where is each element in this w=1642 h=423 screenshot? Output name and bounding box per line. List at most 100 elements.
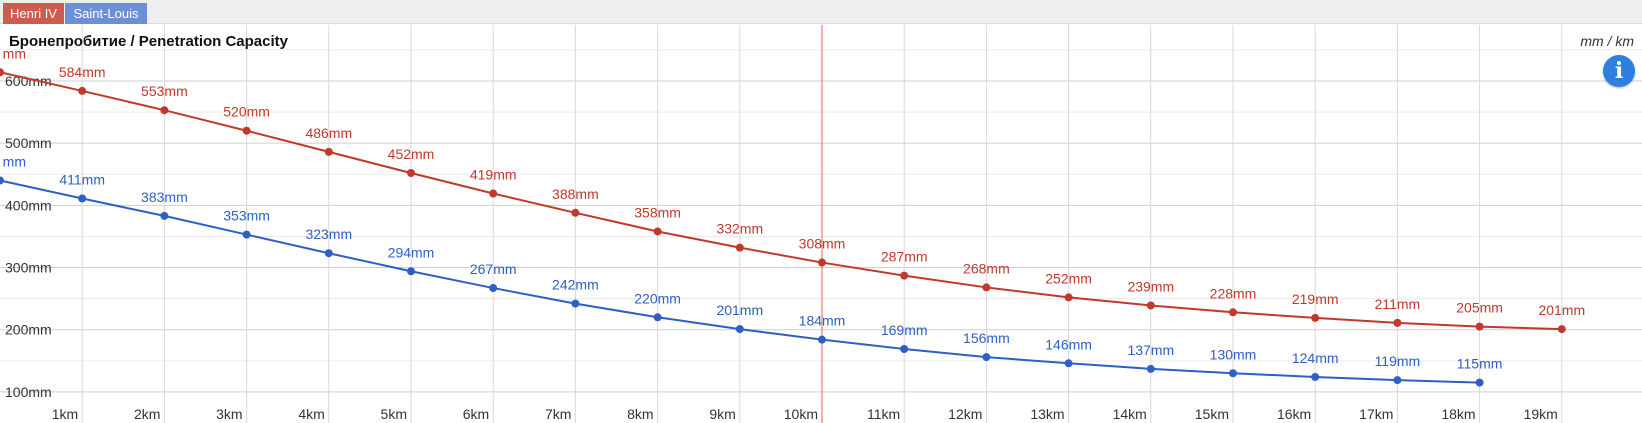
x-tick-label: 19km: [1524, 406, 1558, 422]
data-label: 219mm: [1292, 291, 1339, 307]
data-point: [1557, 325, 1566, 334]
data-point: [242, 126, 251, 135]
data-point: [1229, 369, 1237, 378]
data-label: 358mm: [634, 204, 681, 220]
data-label: 124mm: [1292, 350, 1339, 366]
x-tick-label: 15km: [1195, 406, 1229, 422]
data-point: [489, 189, 498, 198]
data-point: [1475, 378, 1484, 387]
x-tick-label: 8km: [627, 406, 653, 422]
data-point: [900, 271, 909, 280]
data-point: [324, 249, 333, 258]
x-tick-label: 17km: [1359, 406, 1393, 422]
tab-henri-iv[interactable]: Henri IV: [3, 3, 64, 24]
data-label: 383mm: [141, 189, 188, 205]
data-point: [1311, 372, 1320, 381]
x-tick-label: 1km: [52, 406, 78, 422]
data-label: 130mm: [1210, 346, 1257, 362]
x-tick-label: 7km: [545, 406, 571, 422]
data-point: [1064, 293, 1073, 302]
data-point: [1393, 318, 1402, 327]
x-tick-label: 10km: [784, 406, 818, 422]
data-point: [653, 313, 662, 322]
x-tick-label: 6km: [463, 406, 489, 422]
data-label: 169mm: [881, 322, 928, 338]
data-label: 252mm: [1045, 270, 1092, 286]
data-point: [1064, 359, 1073, 368]
data-label: 115mm: [1457, 356, 1503, 372]
data-label: 146mm: [1045, 336, 1092, 352]
data-point: [653, 227, 662, 236]
data-point: [489, 284, 498, 293]
data-point: [571, 208, 580, 217]
info-icon[interactable]: i: [1603, 55, 1635, 87]
y-tick-label: 300mm: [5, 260, 52, 276]
data-label: 419mm: [470, 167, 517, 183]
data-point: [160, 106, 169, 115]
data-label: 353mm: [223, 208, 270, 224]
data-label: 411mm: [59, 172, 105, 188]
tab-saint-louis[interactable]: Saint-Louis: [65, 3, 147, 24]
data-point: [78, 194, 87, 203]
data-label: 201mm: [1538, 302, 1585, 318]
data-label: 220mm: [634, 290, 681, 306]
data-label: 137mm: [1127, 342, 1174, 358]
data-point: [982, 353, 991, 362]
data-label: 332mm: [716, 221, 763, 237]
x-tick-label: 9km: [709, 406, 735, 422]
x-tick-label: 5km: [381, 406, 407, 422]
data-point: [1311, 313, 1320, 322]
x-tick-label: 11km: [867, 406, 900, 422]
data-label: 323mm: [305, 226, 352, 242]
data-label: 201mm: [716, 302, 763, 318]
data-label: 584mm: [59, 64, 106, 80]
chart-title: Бронепробитие / Penetration Capacity: [9, 33, 289, 50]
x-tick-label: 2km: [134, 406, 160, 422]
data-point: [160, 211, 169, 220]
data-label: 308mm: [799, 236, 846, 252]
data-label: 205mm: [1456, 300, 1503, 316]
data-point: [735, 325, 744, 334]
data-point: [1393, 376, 1402, 385]
unit-label: mm / km: [1580, 33, 1634, 49]
data-point: [407, 267, 415, 276]
data-point: [0, 68, 4, 77]
data-point: [818, 258, 826, 267]
data-point: [407, 169, 415, 178]
x-tick-label: 12km: [948, 406, 982, 422]
data-label: 267mm: [470, 261, 517, 277]
data-point: [735, 243, 744, 252]
y-tick-label: 100mm: [5, 384, 52, 400]
data-point: [571, 299, 580, 308]
data-label: 520mm: [223, 104, 270, 120]
data-label: 242mm: [552, 277, 599, 293]
data-label: mm: [3, 153, 26, 169]
data-point: [242, 230, 251, 239]
data-point: [982, 283, 991, 292]
data-point: [818, 335, 826, 344]
data-label: 156mm: [963, 330, 1010, 346]
data-label: 239mm: [1127, 278, 1174, 294]
x-tick-label: 16km: [1277, 406, 1311, 422]
x-tick-label: 18km: [1441, 406, 1475, 422]
data-point: [900, 344, 909, 353]
x-tick-label: 3km: [216, 406, 242, 422]
x-tick-label: 13km: [1030, 406, 1064, 422]
data-label: 268mm: [963, 260, 1010, 276]
data-label: 184mm: [799, 313, 846, 329]
data-label: mm: [3, 45, 26, 61]
data-label: 553mm: [141, 83, 188, 99]
data-label: 452mm: [388, 146, 435, 162]
data-point: [0, 176, 4, 185]
y-tick-label: 400mm: [5, 197, 52, 213]
data-label: 211mm: [1375, 296, 1421, 312]
x-tick-label: 14km: [1113, 406, 1147, 422]
data-label: 287mm: [881, 249, 928, 265]
data-point: [1146, 364, 1155, 373]
data-point: [324, 147, 333, 156]
data-label: 294mm: [388, 244, 435, 260]
data-point: [78, 86, 87, 95]
y-tick-label: 200mm: [5, 322, 52, 338]
data-point: [1146, 301, 1155, 310]
